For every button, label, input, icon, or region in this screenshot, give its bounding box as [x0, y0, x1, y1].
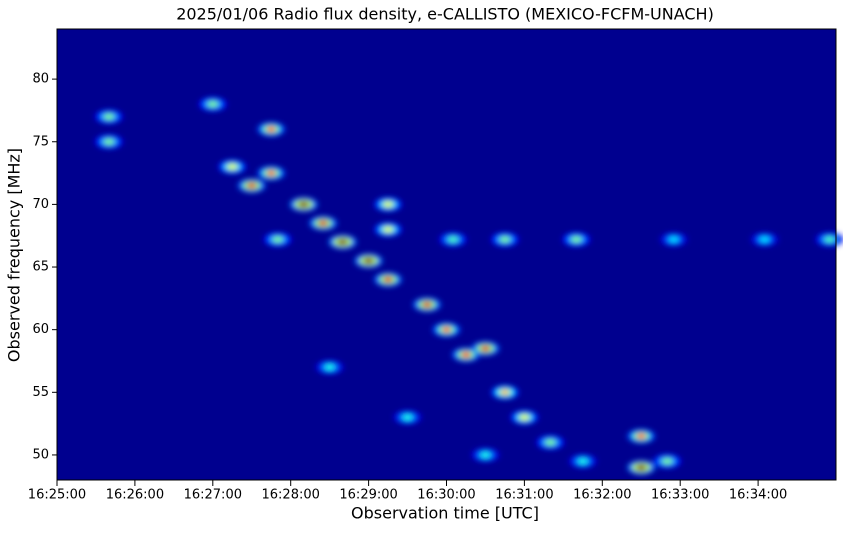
emission-blob: [824, 236, 835, 243]
emission-blob: [337, 238, 348, 245]
emission-blob: [480, 451, 491, 458]
emission-blob: [402, 414, 413, 421]
emission-blob: [383, 201, 394, 208]
emission-blob: [227, 163, 238, 170]
y-tick-label: 50: [32, 447, 49, 462]
x-tick-label: 16:27:00: [184, 488, 242, 503]
x-tick-label: 16:32:00: [573, 488, 631, 503]
emission-blob: [103, 138, 114, 145]
emission-blob: [266, 170, 277, 177]
emission-blob: [668, 236, 679, 243]
emission-blob: [266, 126, 277, 133]
emission-blob: [246, 182, 257, 189]
emission-blob: [577, 458, 588, 465]
emission-blob: [318, 220, 329, 227]
y-tick-label: 60: [32, 322, 49, 337]
emission-blob: [383, 226, 394, 233]
y-axis-label: Observed frequency [MHz]: [5, 148, 24, 362]
emission-blob: [460, 351, 471, 358]
x-axis-label: Observation time [UTC]: [351, 504, 539, 523]
emission-blob: [499, 389, 510, 396]
emission-layer: [94, 97, 843, 475]
x-tick-label: 16:28:00: [262, 488, 320, 503]
emission-blob: [383, 276, 394, 283]
emission-blob: [519, 414, 530, 421]
emission-blob: [272, 236, 283, 243]
x-tick-label: 16:33:00: [651, 488, 709, 503]
emission-blob: [636, 464, 647, 471]
y-tick-label: 80: [32, 72, 49, 87]
emission-blob: [662, 458, 673, 465]
emission-blob: [447, 236, 458, 243]
emission-blob: [571, 236, 582, 243]
x-tick-label: 16:34:00: [729, 488, 787, 503]
emission-blob: [103, 113, 114, 120]
y-tick-label: 65: [32, 260, 49, 275]
x-tick-label: 16:25:00: [28, 488, 86, 503]
y-tick-label: 70: [32, 197, 49, 212]
emission-blob: [636, 433, 647, 440]
emission-blob: [324, 364, 335, 371]
y-tick-label: 75: [32, 134, 49, 149]
plot-background: [57, 29, 836, 480]
emission-blob: [207, 101, 218, 108]
x-tick-label: 16:31:00: [495, 488, 553, 503]
emission-blob: [545, 439, 556, 446]
emission-blob: [298, 201, 309, 208]
x-tick-label: 16:26:00: [106, 488, 164, 503]
x-tick-label: 16:29:00: [339, 488, 397, 503]
emission-blob: [759, 236, 770, 243]
emission-blob: [480, 345, 491, 352]
emission-blob: [499, 236, 510, 243]
y-tick-label: 55: [32, 385, 49, 400]
emission-blob: [441, 326, 452, 333]
x-tick-label: 16:30:00: [417, 488, 475, 503]
chart-title: 2025/01/06 Radio flux density, e-CALLIST…: [176, 5, 714, 24]
emission-blob: [422, 301, 433, 308]
emission-blob: [363, 257, 374, 264]
